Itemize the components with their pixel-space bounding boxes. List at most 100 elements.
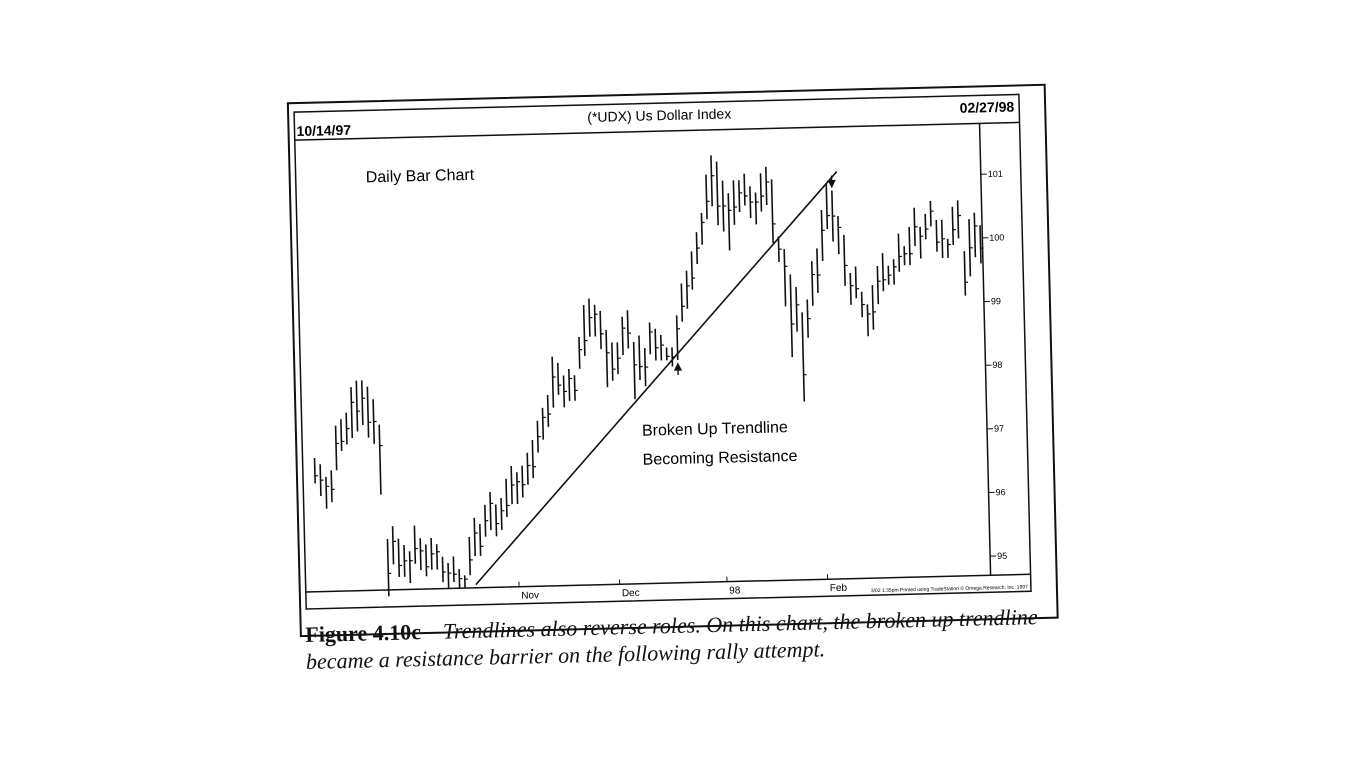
y-tick-label: 97 bbox=[994, 423, 1004, 433]
price-bar bbox=[665, 347, 670, 361]
price-bar bbox=[963, 251, 969, 296]
price-bar bbox=[749, 186, 754, 219]
price-bar bbox=[521, 465, 526, 498]
price-bar bbox=[419, 538, 424, 571]
price-bar bbox=[654, 328, 659, 361]
price-bar bbox=[705, 174, 710, 220]
outer-frame bbox=[286, 83, 1059, 638]
price-bar bbox=[973, 212, 978, 258]
price-bar bbox=[541, 407, 546, 440]
price-bar bbox=[789, 274, 795, 358]
price-bar bbox=[721, 180, 727, 232]
x-tick-label: 98 bbox=[729, 585, 741, 596]
price-bar bbox=[876, 265, 881, 305]
price-bar bbox=[510, 465, 515, 505]
price-bar bbox=[919, 226, 924, 259]
price-bar bbox=[479, 524, 484, 556]
y-tick: 99 bbox=[983, 296, 1001, 306]
price-bar bbox=[913, 207, 918, 246]
y-tick-label: 100 bbox=[989, 232, 1004, 242]
price-bar bbox=[929, 200, 934, 227]
chart-subtitle: Daily Bar Chart bbox=[365, 167, 474, 187]
y-tick-label: 101 bbox=[988, 169, 1003, 179]
price-bar bbox=[892, 259, 897, 285]
price-bar bbox=[413, 525, 418, 564]
price-bars bbox=[313, 155, 984, 597]
price-bar bbox=[494, 504, 500, 537]
price-bar bbox=[732, 180, 738, 225]
price-bar bbox=[903, 246, 908, 266]
price-bar bbox=[325, 476, 330, 509]
price-bar bbox=[806, 299, 811, 338]
price-bar bbox=[770, 179, 776, 244]
date-axis-line bbox=[305, 573, 1031, 593]
price-bar bbox=[447, 563, 452, 589]
price-bar bbox=[350, 387, 355, 439]
price-bar bbox=[599, 310, 604, 350]
price-bar bbox=[319, 464, 324, 497]
price-bar bbox=[573, 375, 578, 401]
price-bar bbox=[940, 219, 946, 259]
price-bar bbox=[366, 386, 372, 438]
price-bar bbox=[551, 356, 556, 408]
price-bar bbox=[638, 335, 643, 381]
price-bar bbox=[334, 425, 340, 471]
price-bar bbox=[860, 291, 865, 318]
price-bar bbox=[908, 226, 913, 266]
price-bar bbox=[611, 342, 616, 381]
price-bar bbox=[386, 539, 392, 597]
price-bar bbox=[424, 544, 430, 577]
price-bar bbox=[621, 316, 626, 355]
price-bar bbox=[935, 219, 940, 252]
price-bar bbox=[680, 283, 685, 322]
price-bar bbox=[582, 304, 588, 356]
price-bar bbox=[397, 538, 403, 577]
price-bar bbox=[468, 537, 473, 576]
price-bar bbox=[626, 310, 631, 349]
price-bar bbox=[715, 161, 721, 226]
price-bar bbox=[727, 193, 732, 251]
trendline bbox=[475, 170, 838, 586]
x-tick-label: Nov bbox=[521, 590, 539, 601]
price-bar bbox=[500, 498, 505, 530]
price-bar bbox=[866, 304, 871, 337]
y-tick: 95 bbox=[990, 551, 1007, 561]
price-axis-line bbox=[978, 123, 992, 576]
price-bar bbox=[924, 213, 929, 240]
price-bar bbox=[648, 322, 653, 355]
price-bar bbox=[593, 304, 598, 337]
price-bar bbox=[695, 232, 700, 265]
price-bar bbox=[605, 329, 610, 388]
price-bar bbox=[659, 334, 665, 361]
price-bar bbox=[710, 155, 715, 207]
price-bar bbox=[897, 233, 902, 272]
price-bar bbox=[526, 452, 531, 485]
price-bar bbox=[979, 225, 984, 264]
annotation-line-1: Broken Up Trendline bbox=[642, 419, 788, 440]
price-bar bbox=[881, 253, 887, 292]
price-bar bbox=[616, 342, 621, 375]
price-bar bbox=[816, 248, 821, 293]
x-tick-label: Dec bbox=[622, 588, 640, 599]
price-bar bbox=[690, 251, 696, 290]
price-bar bbox=[743, 173, 748, 206]
price-bar bbox=[632, 341, 638, 400]
y-tick-label: 98 bbox=[992, 360, 1002, 370]
price-bar bbox=[463, 575, 468, 589]
price-bar bbox=[531, 439, 537, 479]
y-tick: 100 bbox=[982, 232, 1005, 243]
price-bar bbox=[837, 215, 842, 255]
price-bar bbox=[330, 470, 335, 503]
price-bar bbox=[458, 569, 463, 589]
axes: 95 96 97 98 99 100 101 Nov Dec 98 Feb bbox=[518, 169, 1007, 602]
price-bar bbox=[810, 261, 816, 306]
price-bar bbox=[408, 551, 413, 584]
y-tick-label: 95 bbox=[997, 551, 1007, 561]
y-tick: 98 bbox=[985, 360, 1003, 370]
price-bar bbox=[871, 285, 877, 330]
price-bar bbox=[360, 380, 366, 426]
y-tick: 101 bbox=[980, 169, 1003, 179]
x-tick: Nov bbox=[518, 581, 539, 602]
price-bar bbox=[452, 556, 457, 583]
